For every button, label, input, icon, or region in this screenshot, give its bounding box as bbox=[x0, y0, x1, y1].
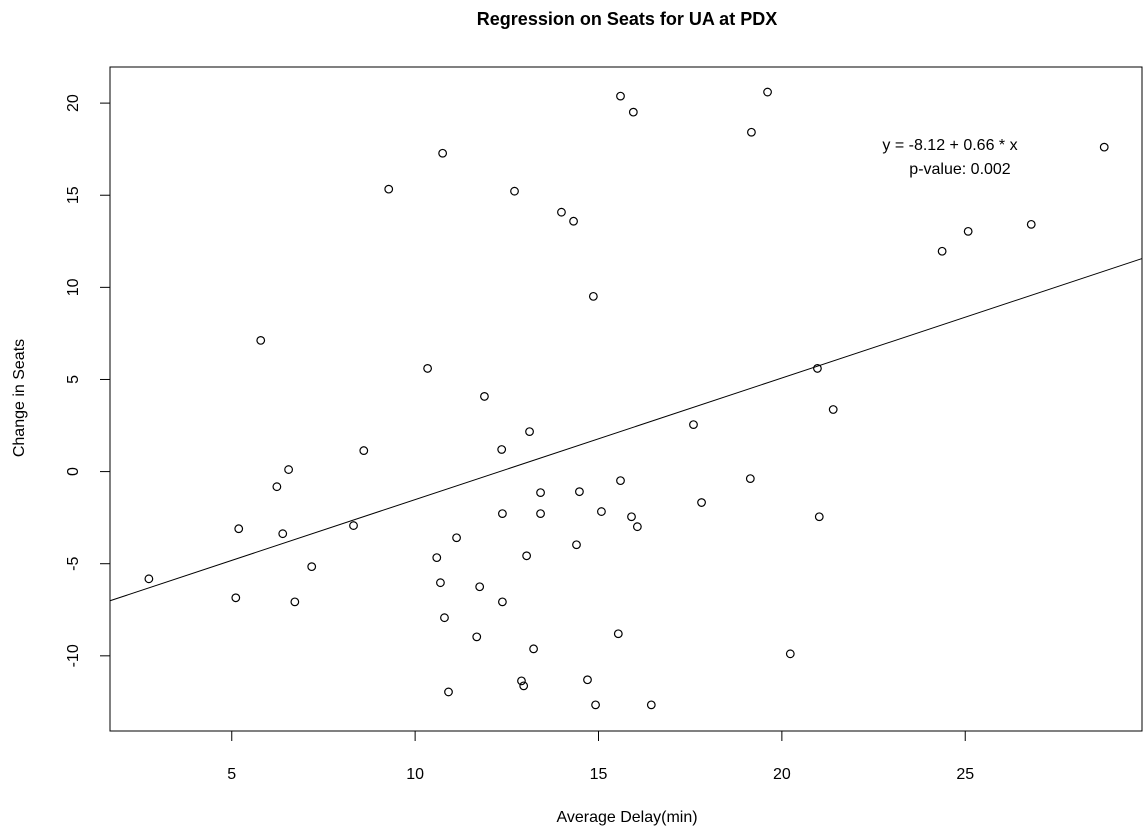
point bbox=[828, 405, 838, 414]
point bbox=[1026, 219, 1036, 229]
point bbox=[519, 681, 529, 691]
point bbox=[591, 700, 600, 710]
x-tick-label: 25 bbox=[956, 766, 974, 783]
y-tick-label: 5 bbox=[65, 375, 82, 384]
regression-line bbox=[109, 258, 1143, 602]
point bbox=[813, 364, 822, 373]
point bbox=[557, 207, 566, 217]
point bbox=[575, 487, 584, 497]
point bbox=[497, 445, 507, 454]
y-tick-label: 15 bbox=[65, 186, 82, 204]
x-tick-label: 20 bbox=[773, 766, 791, 783]
point bbox=[498, 597, 507, 607]
point bbox=[423, 364, 432, 373]
point bbox=[616, 476, 625, 486]
annotation: p-value: 0.002 bbox=[909, 161, 1011, 178]
point bbox=[525, 427, 534, 437]
point bbox=[498, 509, 507, 518]
x-axis-label: Average Delay(min) bbox=[556, 809, 697, 826]
point bbox=[569, 216, 578, 226]
chart-title: Regression on Seats for UA at PDX bbox=[477, 9, 777, 29]
annotation: y = -8.12 + 0.66 * x bbox=[882, 137, 1017, 154]
point bbox=[745, 474, 755, 483]
point bbox=[234, 524, 244, 534]
point bbox=[588, 291, 598, 301]
point bbox=[572, 540, 581, 550]
point bbox=[583, 675, 592, 685]
point bbox=[597, 507, 606, 516]
point bbox=[444, 687, 453, 697]
point bbox=[937, 246, 947, 256]
point bbox=[536, 488, 545, 497]
point bbox=[522, 551, 532, 561]
point bbox=[432, 553, 442, 563]
point bbox=[278, 529, 288, 539]
y-axis-label: Change in Seats bbox=[11, 339, 28, 457]
point bbox=[436, 578, 445, 588]
point bbox=[510, 186, 519, 196]
y-tick-label: 20 bbox=[65, 94, 82, 112]
point bbox=[231, 593, 241, 603]
plot-frame bbox=[109, 66, 1143, 732]
point bbox=[632, 522, 642, 532]
point bbox=[1099, 142, 1109, 152]
y-tick-label: 0 bbox=[65, 467, 82, 476]
point bbox=[646, 700, 656, 710]
point bbox=[452, 533, 461, 543]
point bbox=[472, 632, 482, 642]
point bbox=[628, 107, 638, 117]
point bbox=[536, 509, 545, 518]
point bbox=[963, 226, 973, 236]
x-tick-label: 5 bbox=[227, 766, 236, 783]
point bbox=[307, 562, 317, 572]
point bbox=[440, 613, 449, 623]
y-tick-label: -5 bbox=[65, 556, 82, 570]
x-tick-label: 10 bbox=[406, 766, 424, 783]
point bbox=[475, 582, 485, 592]
point bbox=[613, 629, 623, 639]
point bbox=[689, 420, 698, 430]
y-tick-label: 10 bbox=[65, 278, 82, 296]
point bbox=[144, 574, 154, 584]
y-tick-label: -10 bbox=[65, 644, 82, 667]
point bbox=[284, 465, 294, 474]
point bbox=[763, 87, 772, 97]
point bbox=[438, 148, 448, 158]
point bbox=[785, 649, 795, 659]
point bbox=[480, 392, 489, 401]
point bbox=[256, 336, 266, 345]
point bbox=[384, 184, 394, 194]
point bbox=[290, 597, 300, 607]
point bbox=[517, 676, 526, 686]
point bbox=[272, 482, 282, 492]
point bbox=[814, 512, 824, 522]
point bbox=[529, 644, 538, 654]
point bbox=[747, 127, 756, 137]
point bbox=[359, 446, 369, 455]
point bbox=[697, 498, 706, 507]
point bbox=[349, 521, 358, 530]
x-tick-label: 15 bbox=[590, 766, 608, 783]
point bbox=[627, 512, 636, 522]
point bbox=[616, 91, 625, 101]
